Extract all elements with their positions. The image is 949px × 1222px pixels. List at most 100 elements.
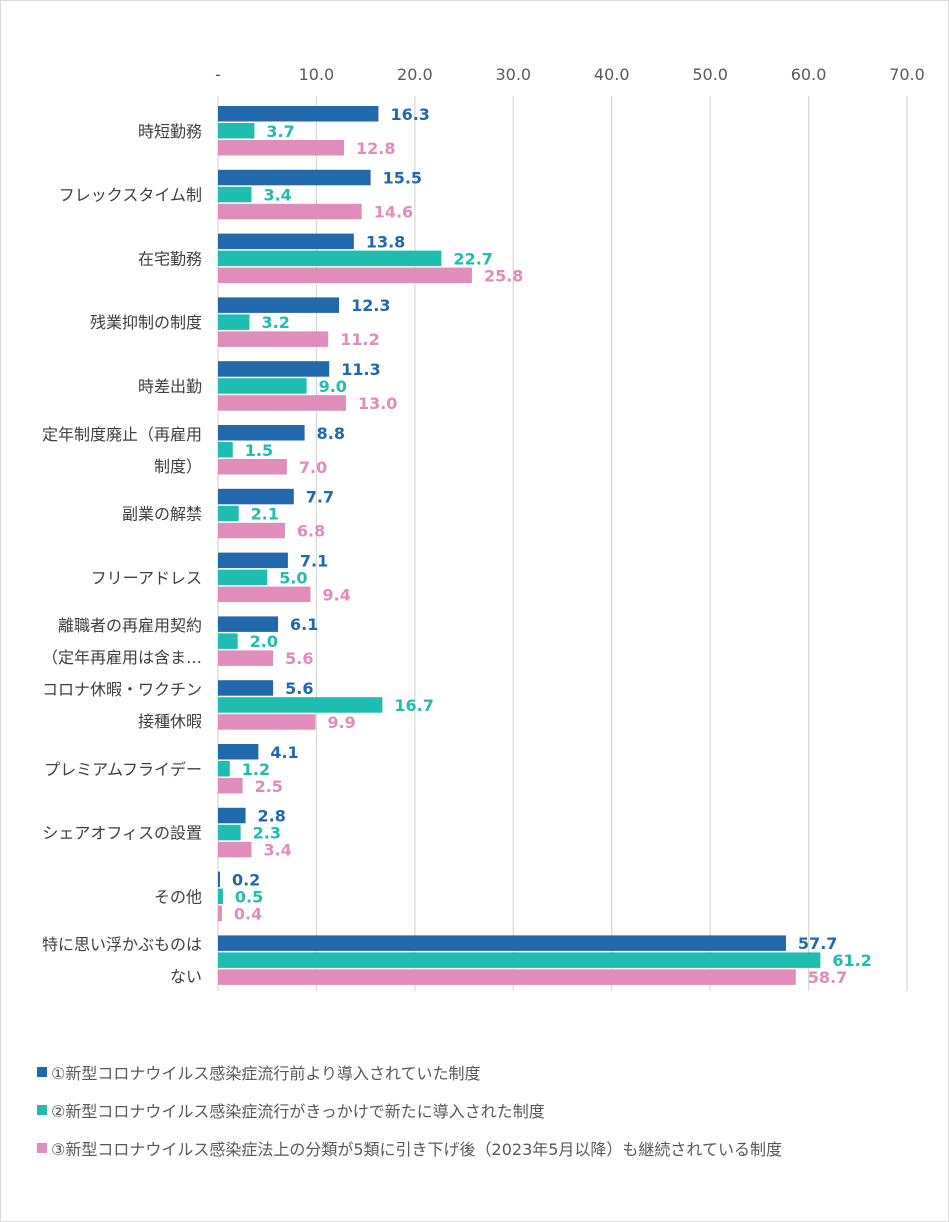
bar-series-2-category-7 — [218, 569, 268, 586]
data-label-series-2-category-4: 9.0 — [319, 377, 347, 396]
data-label-series-2-category-6: 2.1 — [251, 505, 279, 524]
bar-series-1-category-5 — [218, 425, 305, 441]
bar-series-2-category-0 — [218, 123, 255, 139]
data-label-series-1-category-13: 57.7 — [798, 934, 837, 953]
legend-label-3: ③新型コロナウイルス感染症法上の分類が5類に引き下げ後（2023年5月以降）も継… — [51, 1140, 782, 1159]
x-tick-label-4: 40.0 — [594, 65, 630, 84]
data-label-series-3-category-10: 2.5 — [255, 777, 283, 796]
x-tick-label-6: 60.0 — [791, 65, 827, 84]
category-label-13-line-1: ない — [170, 967, 202, 986]
bar-series-2-category-11 — [218, 824, 241, 841]
legend-swatch-1 — [37, 1067, 47, 1077]
legend-item-series-2: ②新型コロナウイルス感染症流行がきっかけで新たに導入された制度 — [37, 1091, 937, 1129]
x-tick-label-2: 20.0 — [397, 65, 433, 84]
x-tick-label-5: 50.0 — [692, 65, 728, 84]
data-labels: 16.3 3.7 12.8 15.5 3.4 14.6 13.8 22.725.8 12.3 3.… — [232, 105, 872, 987]
bar-series-1-category-12 — [218, 871, 220, 888]
legend: ①新型コロナウイルス感染症流行前より導入されていた制度 ②新型コロナウイルス感染… — [37, 1053, 937, 1167]
data-label-series-1-category-10: 4.1 — [270, 743, 298, 762]
data-label-series-3-category-12: 0.4 — [234, 904, 262, 923]
bar-series-3-category-3 — [218, 331, 329, 347]
data-label-series-2-category-12: 0.5 — [235, 887, 263, 906]
data-label-series-1-category-2: 13.8 — [366, 232, 405, 251]
category-label-6: 副業の解禁 — [122, 505, 202, 524]
bar-series-1-category-4 — [218, 361, 330, 377]
category-label-11: シェアオフィスの設置 — [42, 824, 202, 843]
bar-series-2-category-6 — [218, 505, 239, 522]
bar-series-1-category-7 — [218, 552, 288, 569]
bar-series-1-category-10 — [218, 744, 259, 760]
bar-series-2-category-13 — [218, 952, 821, 968]
bars — [218, 106, 821, 985]
data-label-series-2-category-8: 2.0 — [250, 632, 278, 651]
bar-series-2-category-3 — [218, 314, 250, 330]
x-tick-label-3: 30.0 — [495, 65, 531, 84]
bar-series-3-category-7 — [218, 586, 311, 603]
bar-series-1-category-2 — [218, 233, 354, 250]
bar-series-2-category-8 — [218, 633, 238, 649]
x-tick-label-7: 70.0 — [889, 65, 925, 84]
category-label-8-line-0: 離職者の再雇用契約 — [58, 616, 202, 635]
bar-series-3-category-1 — [218, 203, 362, 220]
data-label-series-3-category-11: 3.4 — [263, 841, 291, 860]
data-label-series-3-category-8: 5.6 — [285, 649, 313, 668]
bar-series-3-category-13 — [218, 969, 796, 985]
category-label-0: 時短勤務 — [138, 122, 202, 141]
legend-swatch-3 — [37, 1143, 47, 1153]
data-label-series-2-category-10: 1.2 — [242, 760, 270, 779]
data-label-series-3-category-5: 7.0 — [299, 458, 327, 477]
bar-series-3-category-6 — [218, 522, 285, 539]
bar-series-3-category-8 — [218, 650, 274, 666]
data-label-series-1-category-6: 7.7 — [306, 488, 334, 507]
bar-series-1-category-9 — [218, 680, 274, 696]
data-label-series-1-category-7: 7.1 — [300, 551, 328, 570]
category-label-8-line-1: （定年再雇用は含ま… — [42, 648, 202, 667]
data-label-series-1-category-1: 15.5 — [383, 169, 422, 188]
legend-label-2: ②新型コロナウイルス感染症流行がきっかけで新たに導入された制度 — [51, 1102, 545, 1121]
legend-label-1: ①新型コロナウイルス感染症流行前より導入されていた制度 — [51, 1064, 481, 1083]
data-label-series-2-category-9: 16.7 — [394, 696, 433, 715]
bar-series-3-category-12 — [218, 905, 222, 922]
data-label-series-1-category-12: 0.2 — [232, 870, 260, 889]
bar-series-2-category-12 — [218, 888, 223, 905]
category-label-1: フレックスタイム制 — [59, 186, 202, 205]
category-label-5-line-1: 制度） — [154, 457, 202, 476]
bar-series-1-category-1 — [218, 169, 371, 186]
legend-item-series-1: ①新型コロナウイルス感染症流行前より導入されていた制度 — [37, 1053, 937, 1091]
data-label-series-1-category-0: 16.3 — [390, 105, 429, 124]
x-axis-ticks: - 10.0 20.0 30.0 40.0 50.0 60.0 70.0 — [215, 65, 925, 84]
data-label-series-2-category-2: 22.7 — [453, 249, 492, 268]
bar-series-3-category-2 — [218, 267, 472, 284]
data-label-series-3-category-4: 13.0 — [358, 394, 397, 413]
bar-series-1-category-8 — [218, 616, 279, 632]
category-label-10: プレミアムフライデー — [44, 760, 202, 779]
bar-series-1-category-11 — [218, 807, 246, 824]
data-label-series-3-category-7: 9.4 — [323, 585, 351, 604]
bar-series-1-category-13 — [218, 935, 786, 951]
category-label-4: 時差出勤 — [138, 377, 202, 396]
bar-series-2-category-2 — [218, 250, 442, 267]
bar-series-3-category-11 — [218, 841, 252, 858]
category-label-7: フリーアドレス — [91, 568, 202, 587]
bar-series-3-category-5 — [218, 459, 287, 475]
legend-item-series-3: ③新型コロナウイルス感染症法上の分類が5類に引き下げ後（2023年5月以降）も継… — [37, 1129, 937, 1167]
data-label-series-3-category-9: 9.9 — [327, 713, 355, 732]
bar-chart: - 10.0 20.0 30.0 40.0 50.0 60.0 70.0 時短勤務フレックスタ… — [42, 65, 925, 991]
bar-series-3-category-10 — [218, 778, 243, 794]
bar-series-2-category-4 — [218, 378, 307, 394]
data-label-series-2-category-13: 61.2 — [832, 951, 871, 970]
x-tick-label-0: - — [215, 65, 221, 84]
category-label-9-line-0: コロナ休暇・ワクチン — [42, 680, 202, 699]
bar-series-2-category-10 — [218, 761, 230, 777]
bar-series-1-category-6 — [218, 488, 294, 505]
bar-series-3-category-0 — [218, 140, 344, 156]
x-tick-label-1: 10.0 — [299, 65, 335, 84]
bar-series-2-category-1 — [218, 186, 252, 203]
bar-series-2-category-9 — [218, 697, 383, 713]
data-label-series-2-category-7: 5.0 — [279, 568, 307, 587]
legend-swatch-2 — [37, 1105, 47, 1115]
bar-series-1-category-3 — [218, 297, 340, 313]
category-label-2: 在宅勤務 — [138, 249, 202, 268]
data-label-series-3-category-6: 6.8 — [297, 522, 325, 541]
